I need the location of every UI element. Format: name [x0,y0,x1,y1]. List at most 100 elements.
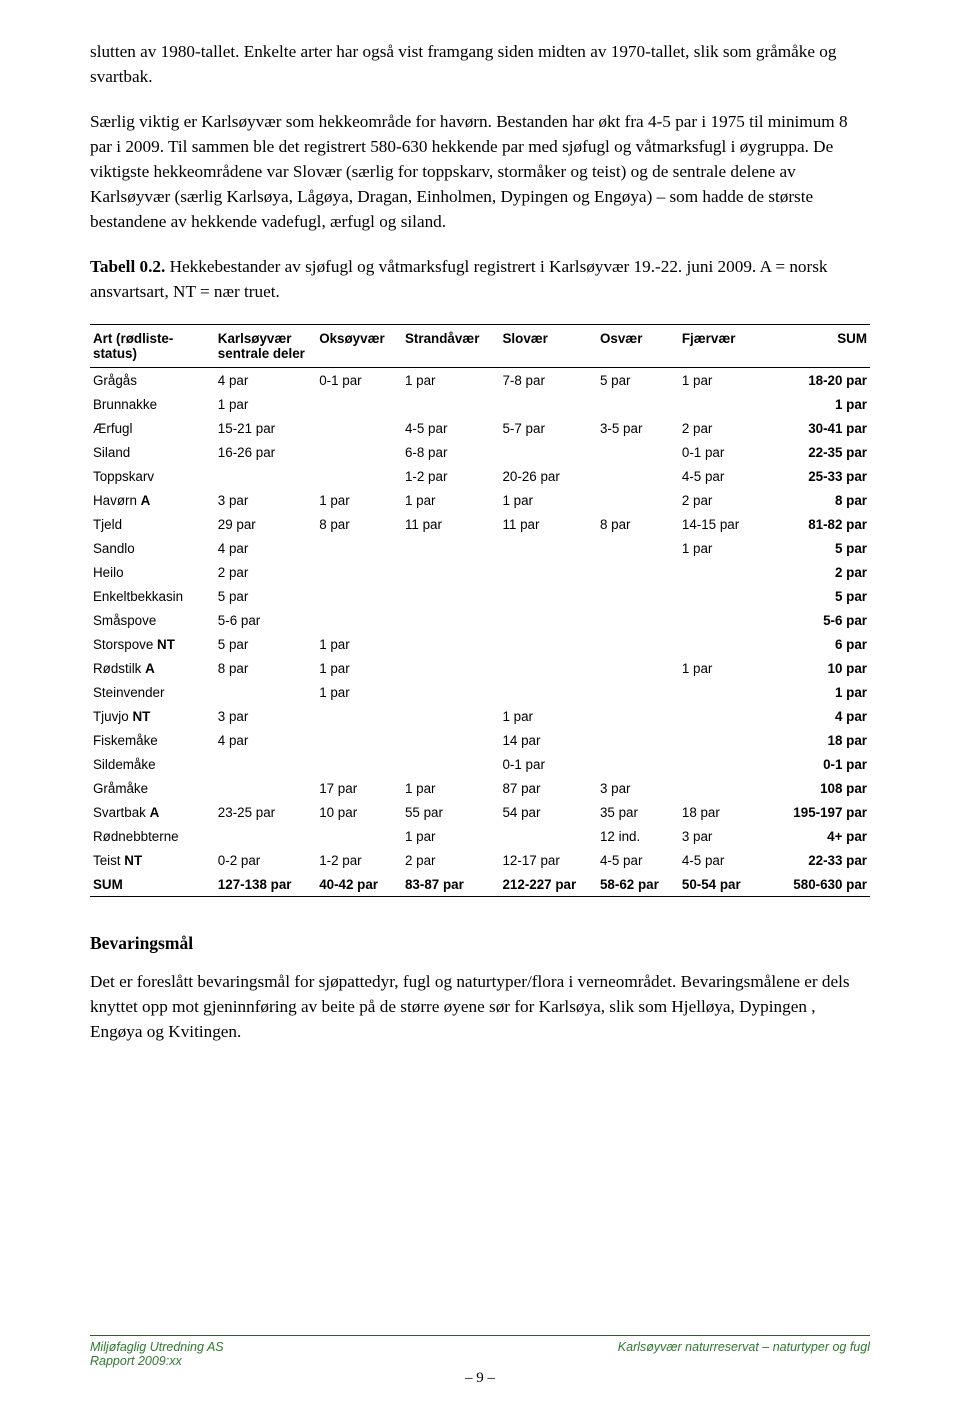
data-cell [215,464,316,488]
sum-cell: 212-227 par [499,872,597,897]
species-cell: Siland [90,440,215,464]
table-row: Gråmåke17 par1 par87 par3 par108 par [90,776,870,800]
page-footer: Miljøfaglig Utredning AS Karlsøyvær natu… [90,1335,870,1387]
data-cell: 8 par [765,488,870,512]
table-row: Småspove5-6 par5-6 par [90,608,870,632]
table-row: Steinvender1 par1 par [90,680,870,704]
data-cell: 1 par [679,368,765,393]
data-cell: 2 par [402,848,500,872]
species-cell: Grågås [90,368,215,393]
data-cell: 1 par [316,632,402,656]
data-cell: 12-17 par [499,848,597,872]
document-page: slutten av 1980-tallet. Enkelte arter ha… [0,0,960,1405]
data-cell [402,704,500,728]
paragraph-4: Det er foreslått bevaringsmål for sjøpat… [90,970,870,1045]
data-cell: 17 par [316,776,402,800]
species-cell: Sandlo [90,536,215,560]
data-cell: 15-21 par [215,416,316,440]
data-cell [402,536,500,560]
data-cell [316,416,402,440]
data-cell [316,704,402,728]
data-cell: 2 par [679,416,765,440]
species-cell: Tjeld [90,512,215,536]
data-cell: 4-5 par [679,848,765,872]
data-cell: 108 par [765,776,870,800]
table-row: Teist NT0-2 par1-2 par2 par12-17 par4-5 … [90,848,870,872]
data-cell [316,608,402,632]
data-cell: 3 par [679,824,765,848]
col-sum: SUM [765,325,870,368]
data-cell: 1 par [679,536,765,560]
data-cell [499,656,597,680]
data-cell [316,824,402,848]
species-cell: Toppskarv [90,464,215,488]
data-cell [679,680,765,704]
data-cell: 18 par [679,800,765,824]
data-cell [597,464,679,488]
data-cell: 30-41 par [765,416,870,440]
data-cell [679,392,765,416]
table-row: Sandlo4 par1 par5 par [90,536,870,560]
table-row: Toppskarv1-2 par20-26 par4-5 par25-33 pa… [90,464,870,488]
species-cell: Brunnakke [90,392,215,416]
table-row: Svartbak A23-25 par10 par55 par54 par35 … [90,800,870,824]
data-cell: 18 par [765,728,870,752]
table-row: Havørn A3 par1 par1 par1 par2 par8 par [90,488,870,512]
data-cell: 6 par [765,632,870,656]
table-caption: Tabell 0.2. Hekkebestander av sjøfugl og… [90,255,870,305]
data-cell [402,656,500,680]
data-cell: 14 par [499,728,597,752]
data-cell: 1-2 par [402,464,500,488]
species-cell: Svartbak A [90,800,215,824]
data-cell [679,584,765,608]
data-cell: 0-1 par [316,368,402,393]
data-cell: 4 par [215,536,316,560]
col-slovaer: Slovær [499,325,597,368]
data-cell: 3 par [215,704,316,728]
data-cell: 3-5 par [597,416,679,440]
table-sum-row: SUM127-138 par40-42 par83-87 par212-227 … [90,872,870,897]
sum-label: SUM [90,872,215,897]
data-cell: 54 par [499,800,597,824]
data-cell: 1 par [765,680,870,704]
data-cell [316,728,402,752]
data-cell [316,560,402,584]
data-cell: 5-7 par [499,416,597,440]
data-cell [597,728,679,752]
col-fjaevaer: Fjærvær [679,325,765,368]
table-row: Sildemåke0-1 par0-1 par [90,752,870,776]
data-cell [499,608,597,632]
species-table: Art (rødliste-status) Karlsøyvær sentral… [90,324,870,897]
sum-cell: 50-54 par [679,872,765,897]
data-cell: 1 par [402,488,500,512]
data-cell [597,584,679,608]
data-cell: 35 par [597,800,679,824]
table-row: Tjuvjo NT3 par1 par4 par [90,704,870,728]
paragraph-2: Særlig viktig er Karlsøyvær som hekkeomr… [90,110,870,235]
data-cell [499,440,597,464]
col-strandavaer: Strandåvær [402,325,500,368]
data-cell: 11 par [499,512,597,536]
data-cell: 1 par [316,656,402,680]
species-cell: Tjuvjo NT [90,704,215,728]
data-cell: 1 par [679,656,765,680]
data-cell: 11 par [402,512,500,536]
data-cell: 8 par [316,512,402,536]
species-cell: Ærfugl [90,416,215,440]
data-cell: 195-197 par [765,800,870,824]
data-cell [402,680,500,704]
data-cell: 1 par [499,704,597,728]
data-cell: 1 par [402,824,500,848]
data-cell: 4 par [215,368,316,393]
data-cell: 4+ par [765,824,870,848]
sum-cell: 83-87 par [402,872,500,897]
sum-cell: 127-138 par [215,872,316,897]
data-cell [316,752,402,776]
data-cell: 0-2 par [215,848,316,872]
data-cell [402,752,500,776]
data-cell [679,752,765,776]
species-table-wrap: Art (rødliste-status) Karlsøyvær sentral… [90,324,870,897]
table-header-row: Art (rødliste-status) Karlsøyvær sentral… [90,325,870,368]
data-cell [316,440,402,464]
data-cell: 1-2 par [316,848,402,872]
